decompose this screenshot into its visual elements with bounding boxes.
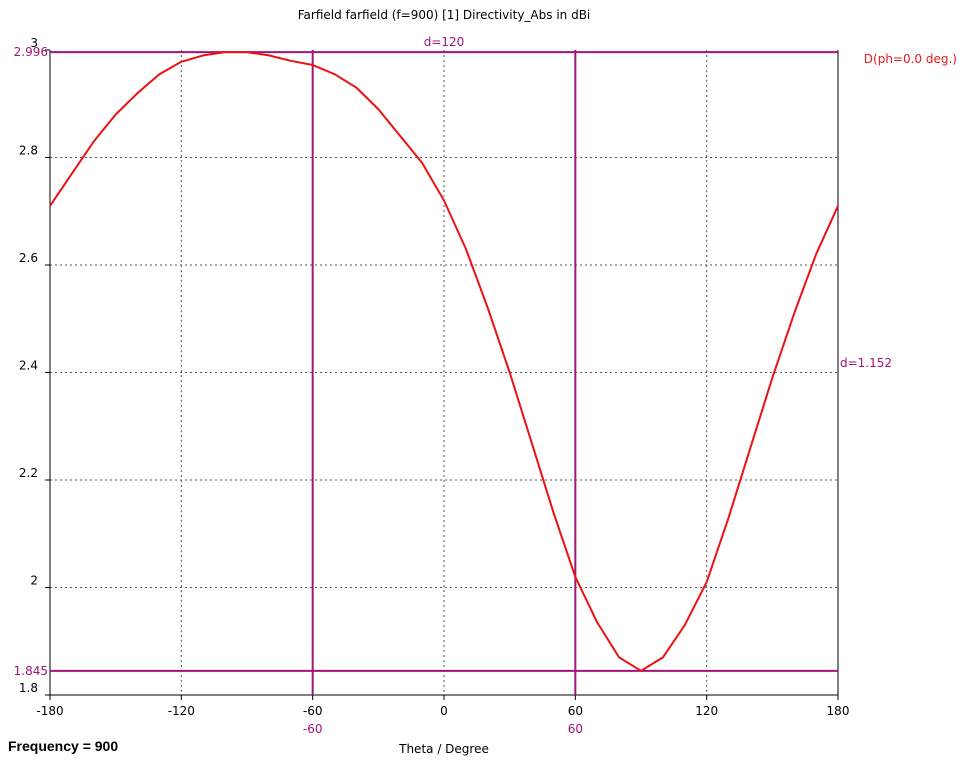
- x-tick-label: 180: [827, 704, 850, 718]
- series-line: [49, 51, 839, 672]
- marker-hline-label: 2.996: [14, 45, 48, 59]
- y-tick-label: 2: [30, 574, 38, 588]
- marker-vline-label: -60: [303, 722, 323, 736]
- chart-title: Farfield farfield (f=900) [1] Directivit…: [298, 8, 591, 22]
- marker-annotation-dx: d=120: [424, 35, 465, 49]
- y-tick-label: 2.2: [19, 466, 38, 480]
- x-tick-label: -60: [303, 704, 323, 718]
- y-tick-label: 3: [30, 36, 38, 50]
- y-tick-label: 2.8: [19, 144, 38, 158]
- y-tick-label: 2.4: [19, 359, 38, 373]
- x-tick-label: 0: [440, 704, 448, 718]
- marker-annotation-dy: d=1.152: [840, 356, 892, 370]
- x-tick-label: -180: [36, 704, 63, 718]
- y-tick-label: 2.6: [19, 251, 38, 265]
- x-tick-label: -120: [168, 704, 195, 718]
- legend-entry: D(ph=0.0 deg.): [864, 52, 957, 66]
- x-axis-label: Theta / Degree: [398, 742, 489, 756]
- x-tick-label: 60: [568, 704, 583, 718]
- y-tick-label: 1.8: [19, 681, 38, 695]
- frequency-label: Frequency = 900: [8, 738, 119, 754]
- x-tick-label: 120: [695, 704, 718, 718]
- marker-vline-label: 60: [568, 722, 583, 736]
- marker-hline-label: 1.845: [14, 664, 48, 678]
